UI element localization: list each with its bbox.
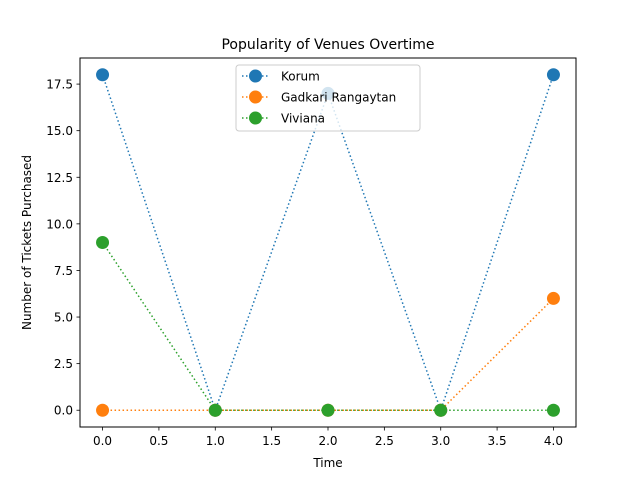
- x-axis-label: Time: [312, 456, 342, 470]
- data-point: [546, 403, 560, 417]
- data-point: [546, 68, 560, 82]
- data-point: [208, 403, 222, 417]
- y-tick-label: 17.5: [46, 78, 73, 92]
- x-tick-label: 3.5: [488, 434, 507, 448]
- x-tick-label: 1.0: [206, 434, 225, 448]
- data-point: [546, 291, 560, 305]
- y-axis-label: Number of Tickets Purchased: [20, 155, 34, 330]
- y-tick-label: 10.0: [46, 217, 73, 231]
- x-tick-label: 4.0: [544, 434, 563, 448]
- series-viviana: [96, 236, 560, 417]
- y-tick-label: 2.5: [54, 357, 73, 371]
- series-layer: [96, 68, 560, 417]
- y-tick-label: 7.5: [54, 264, 73, 278]
- legend-marker: [249, 90, 262, 104]
- x-tick-label: 3.0: [431, 434, 450, 448]
- data-point: [96, 236, 110, 249]
- y-axis-ticks: 0.0 2.5 5.0 7.5 10.0 12.5 15.0 17.5: [46, 78, 80, 418]
- x-tick-label: 2.0: [318, 434, 337, 448]
- series-line: [101, 74, 555, 413]
- data-point: [434, 403, 448, 417]
- y-tick-label: 5.0: [54, 311, 73, 325]
- legend-item-viviana: Viviana: [242, 111, 325, 126]
- legend: Korum Gadkari Rangaytan Viviana: [235, 64, 421, 132]
- series-line: [101, 242, 554, 411]
- legend-label: Gadkari Rangaytan: [281, 91, 396, 105]
- legend-label: Korum: [281, 70, 320, 84]
- data-point: [96, 403, 110, 417]
- x-tick-label: 1.5: [262, 434, 281, 448]
- x-axis-ticks: 0.0 0.5 1.0 1.5 2.0 2.5 3.0 3.5 4.0: [93, 427, 563, 448]
- plot-frame: [79, 57, 577, 428]
- legend-item-korum: Korum: [242, 69, 320, 84]
- x-tick-label: 2.5: [375, 434, 394, 448]
- data-point: [321, 403, 335, 417]
- x-tick-label: 0.0: [93, 434, 112, 448]
- legend-item-gadkari-rangaytan: Gadkari Rangaytan: [242, 90, 396, 105]
- data-point: [96, 68, 110, 82]
- y-tick-label: 12.5: [46, 171, 73, 185]
- y-tick-label: 0.0: [54, 404, 73, 418]
- legend-box: [235, 64, 421, 132]
- x-tick-label: 0.5: [149, 434, 168, 448]
- legend-marker: [249, 69, 262, 83]
- legend-marker: [249, 111, 262, 125]
- y-tick-label: 15.0: [46, 124, 73, 138]
- chart-title: Popularity of Venues Overtime: [221, 37, 434, 53]
- legend-label: Viviana: [281, 112, 325, 126]
